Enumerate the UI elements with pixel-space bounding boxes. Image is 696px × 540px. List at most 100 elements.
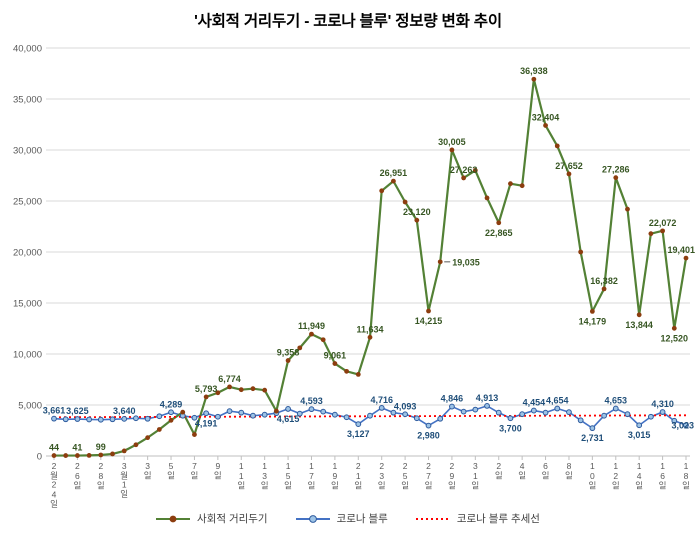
data-label: 32,404 xyxy=(532,112,560,122)
marker-social-distancing xyxy=(367,334,373,340)
data-label: 3,661 xyxy=(43,406,66,416)
data-label: 13,844 xyxy=(625,320,653,330)
marker-social-distancing xyxy=(402,199,408,205)
legend-label: 코로나 블루 xyxy=(336,513,388,525)
marker-corona-blue xyxy=(238,409,245,416)
data-label: 99 xyxy=(96,442,106,452)
marker-social-distancing xyxy=(297,345,303,351)
marker-social-distancing xyxy=(578,249,584,255)
marker-social-distancing xyxy=(227,384,232,390)
data-label: 30,005 xyxy=(438,137,466,147)
marker-social-distancing xyxy=(51,453,57,458)
x-axis-label: 23일 xyxy=(376,461,387,490)
marker-social-distancing xyxy=(121,448,127,454)
marker-corona-blue xyxy=(449,403,455,410)
marker-social-distancing xyxy=(145,435,151,441)
legend-swatch-icon xyxy=(415,517,450,520)
marker-corona-blue xyxy=(624,411,631,418)
marker-social-distancing xyxy=(426,308,431,314)
data-label: 3,015 xyxy=(628,430,651,440)
x-axis-label: 2월24일 xyxy=(49,461,59,508)
marker-corona-blue xyxy=(542,409,549,416)
data-label: 3,023 xyxy=(671,421,694,431)
marker-social-distancing xyxy=(625,206,630,212)
x-axis-label: 16일 xyxy=(657,461,668,490)
data-label: 12,520 xyxy=(661,333,689,343)
x-axis-label: 27일 xyxy=(423,461,434,490)
marker-social-distancing xyxy=(472,168,478,173)
x-axis-label: 13일 xyxy=(259,461,270,490)
data-label: 3,625 xyxy=(66,406,89,416)
marker-corona-blue xyxy=(168,409,174,416)
marker-social-distancing xyxy=(391,178,396,184)
marker-corona-blue xyxy=(74,416,81,422)
data-label: 6,774 xyxy=(218,374,241,384)
data-label: 2,980 xyxy=(417,431,440,441)
marker-corona-blue xyxy=(566,409,572,416)
marker-social-distancing xyxy=(683,255,689,261)
marker-social-distancing xyxy=(671,325,677,331)
marker-corona-blue xyxy=(261,411,268,418)
data-label: 4,716 xyxy=(370,395,393,405)
x-axis-label: 3월1일 xyxy=(119,461,130,498)
marker-corona-blue xyxy=(671,417,678,424)
data-label: 44 xyxy=(49,443,59,453)
marker-social-distancing xyxy=(601,286,607,292)
data-label: 27,652 xyxy=(555,161,583,171)
marker-corona-blue xyxy=(495,409,502,416)
marker-social-distancing xyxy=(133,442,139,448)
legend-item-social-distancing: 사회적 거리두기 xyxy=(156,511,268,526)
marker-corona-blue xyxy=(355,421,362,428)
marker-social-distancing xyxy=(168,417,174,423)
data-label: 22,072 xyxy=(649,218,677,228)
y-axis-tick-label: 35,000 xyxy=(13,95,42,106)
marker-social-distancing xyxy=(250,386,256,392)
marker-corona-blue xyxy=(437,415,444,422)
marker-social-distancing xyxy=(531,76,537,82)
y-axis-tick-label: 5,000 xyxy=(18,401,42,412)
x-axis-label: 7일 xyxy=(189,461,200,480)
data-label: 4,289 xyxy=(160,399,183,409)
marker-corona-blue xyxy=(507,415,514,422)
data-label: 19,401 xyxy=(667,245,695,255)
y-axis-tick-label: 20,000 xyxy=(13,248,42,259)
x-axis-label: 12일 xyxy=(610,461,621,490)
y-axis-tick-label: 30,000 xyxy=(13,146,42,157)
data-label: 4,913 xyxy=(476,393,499,403)
y-axis-tick-label: 0 xyxy=(37,452,42,463)
marker-social-distancing xyxy=(449,147,455,153)
marker-corona-blue xyxy=(296,410,303,417)
data-label: 9,358 xyxy=(277,348,300,358)
data-label: 4,654 xyxy=(546,396,569,406)
data-label: 11,634 xyxy=(356,324,383,334)
marker-social-distancing xyxy=(215,390,221,396)
x-axis-label: 8일 xyxy=(563,461,574,480)
marker-corona-blue xyxy=(425,422,432,429)
marker-corona-blue xyxy=(659,409,666,415)
legend-label: 사회적 거리두기 xyxy=(197,513,268,525)
marker-corona-blue xyxy=(636,422,643,429)
marker-corona-blue xyxy=(285,406,291,412)
marker-social-distancing xyxy=(414,217,420,223)
x-axis-label: 25일 xyxy=(400,461,411,490)
marker-social-distancing xyxy=(75,453,80,458)
y-axis-tick-label: 40,000 xyxy=(13,44,42,55)
marker-corona-blue xyxy=(109,416,116,423)
marker-social-distancing xyxy=(566,171,572,177)
marker-social-distancing xyxy=(203,394,209,400)
marker-corona-blue xyxy=(214,413,221,420)
marker-social-distancing xyxy=(554,143,560,149)
x-axis-label: 15일 xyxy=(283,461,294,490)
marker-corona-blue xyxy=(250,412,256,419)
x-axis-label: 11일 xyxy=(236,461,247,490)
marker-corona-blue xyxy=(156,413,163,420)
x-axis-label: 9일 xyxy=(212,461,223,480)
x-axis-label: 14일 xyxy=(634,461,645,490)
legend: 사회적 거리두기 코로나 블루 코로나 블루 추세선 xyxy=(0,511,696,526)
marker-corona-blue xyxy=(402,411,409,418)
marker-social-distancing xyxy=(192,432,197,437)
marker-corona-blue xyxy=(133,415,139,422)
marker-social-distancing xyxy=(519,183,525,189)
